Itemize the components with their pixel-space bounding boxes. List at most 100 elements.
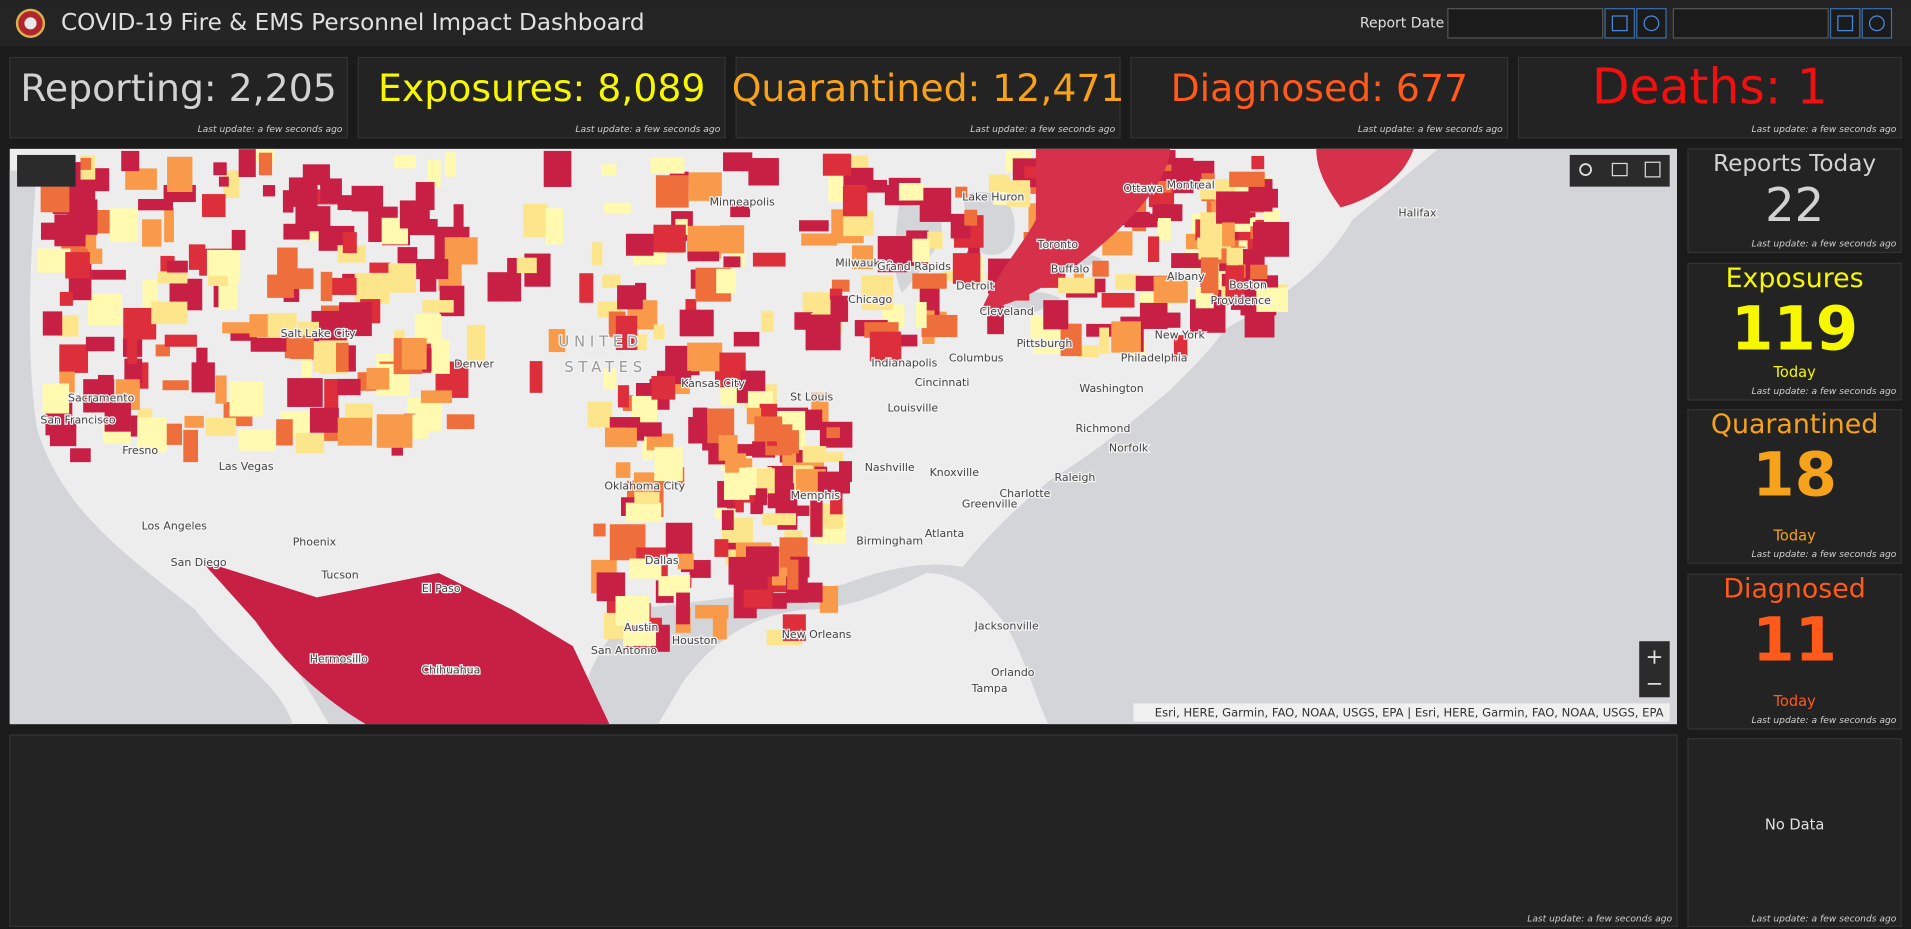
- indicator-value: Reporting: 2,205: [20, 66, 336, 110]
- map-label: Memphis: [791, 489, 841, 502]
- county-shape: [420, 390, 453, 403]
- county-shape: [297, 321, 319, 337]
- county-shape: [238, 429, 275, 451]
- date-inputs[interactable]: [1447, 8, 1893, 39]
- county-shape: [70, 448, 91, 463]
- county-shape: [276, 419, 293, 446]
- county-shape: [802, 582, 823, 603]
- county-shape: [587, 401, 613, 428]
- map-label: Hermosillo: [310, 653, 368, 666]
- county-shape: [213, 162, 227, 176]
- county-shape: [756, 468, 775, 494]
- county-shape: [289, 335, 314, 360]
- county-shape: [342, 232, 357, 254]
- county-shape: [730, 203, 751, 218]
- indicator-title: Diagnosed: [1723, 574, 1865, 605]
- county-shape: [921, 314, 958, 338]
- county-shape: [295, 206, 331, 232]
- county-shape: [399, 200, 430, 229]
- county-shape: [802, 446, 827, 463]
- map-label: Chicago: [848, 293, 892, 306]
- region-shape: [981, 148, 1170, 311]
- map-label: Dallas: [645, 554, 679, 567]
- map-label: Louisville: [888, 401, 939, 414]
- county-shape: [723, 152, 753, 172]
- map-label: Oklahoma City: [604, 479, 685, 492]
- county-shape: [289, 268, 314, 289]
- county-shape: [1043, 300, 1069, 330]
- county-shape: [604, 202, 631, 214]
- county-shape: [309, 407, 339, 433]
- indicator-subtitle: Today: [1772, 693, 1816, 710]
- county-shape: [629, 558, 662, 579]
- search-icon: [1579, 163, 1592, 176]
- county-shape: [654, 446, 683, 481]
- county-shape: [142, 219, 162, 247]
- map-label: Detroit: [956, 280, 994, 293]
- county-shape: [819, 586, 839, 613]
- county-shape: [952, 253, 981, 284]
- county-shape: [388, 263, 417, 293]
- county-shape: [205, 417, 237, 437]
- indicator-value: Deaths: 1: [1592, 59, 1828, 115]
- panel: [1130, 56, 1509, 139]
- zoom-controls[interactable]: [1639, 641, 1670, 698]
- county-shape: [1152, 204, 1183, 222]
- county-shape: [748, 158, 779, 186]
- county-shape: [653, 224, 686, 253]
- county-shape: [215, 375, 227, 404]
- calendar-button[interactable]: [1604, 8, 1635, 39]
- zoom-icons: [1647, 650, 1662, 685]
- county-shape: [258, 152, 273, 176]
- county-shape: [665, 522, 693, 554]
- map-label: Buffalo: [1051, 263, 1090, 276]
- county-shape: [229, 381, 264, 417]
- date-input[interactable]: [1672, 8, 1829, 39]
- last-update: Last update: a few seconds ago: [1751, 387, 1896, 397]
- dashboard-title: COVID-19 Fire & EMS Personnel Impact Das…: [61, 10, 645, 36]
- map-tool[interactable]: [17, 154, 76, 187]
- county-shape: [287, 378, 323, 407]
- map-label: Norfolk: [1109, 442, 1149, 455]
- map-label: Denver: [454, 358, 494, 371]
- map-label: Washington: [1079, 382, 1143, 395]
- county-shape: [716, 268, 736, 294]
- date-input[interactable]: [1447, 8, 1604, 39]
- county-shape: [817, 471, 850, 494]
- calendar-button[interactable]: [1829, 8, 1861, 39]
- map-label: Toronto: [1037, 238, 1079, 251]
- clock-icon: [1643, 15, 1660, 32]
- map-label: Fresno: [122, 444, 158, 457]
- county-shape: [164, 334, 197, 347]
- map-label: Knoxville: [930, 466, 980, 479]
- map-label: Minneapolis: [710, 195, 776, 208]
- panel: [1687, 573, 1902, 730]
- map[interactable]: Minneapolis Ottawa Montreal Halifax Lake Hur…: [9, 148, 1677, 725]
- county-shape: [602, 274, 621, 288]
- map-label: Montreal: [1167, 178, 1215, 191]
- county-shape: [67, 199, 98, 235]
- basemap-icon: [1644, 161, 1661, 178]
- county-shape: [603, 368, 617, 390]
- county-shape: [42, 311, 63, 336]
- county-shape: [877, 236, 908, 273]
- map-label: Salt Lake City: [281, 327, 356, 340]
- map-toolbar[interactable]: [1569, 154, 1670, 187]
- county-shape: [658, 575, 691, 597]
- county-shape: [1225, 265, 1245, 297]
- time-button[interactable]: [1636, 8, 1667, 39]
- county-shape: [801, 233, 837, 246]
- county-shape: [516, 257, 537, 274]
- county-shape: [109, 208, 138, 243]
- county-shape: [121, 150, 140, 172]
- county-shape: [722, 444, 754, 456]
- county-shape: [444, 237, 478, 265]
- map-label: Greenville: [962, 498, 1018, 511]
- time-button[interactable]: [1861, 8, 1893, 39]
- county-shape: [1058, 277, 1095, 294]
- map-label: Ottawa: [1123, 182, 1163, 195]
- county-shape: [320, 271, 333, 302]
- calendar-icon: [1837, 15, 1854, 32]
- map-label: Columbus: [949, 351, 1004, 364]
- panel: [1687, 738, 1902, 928]
